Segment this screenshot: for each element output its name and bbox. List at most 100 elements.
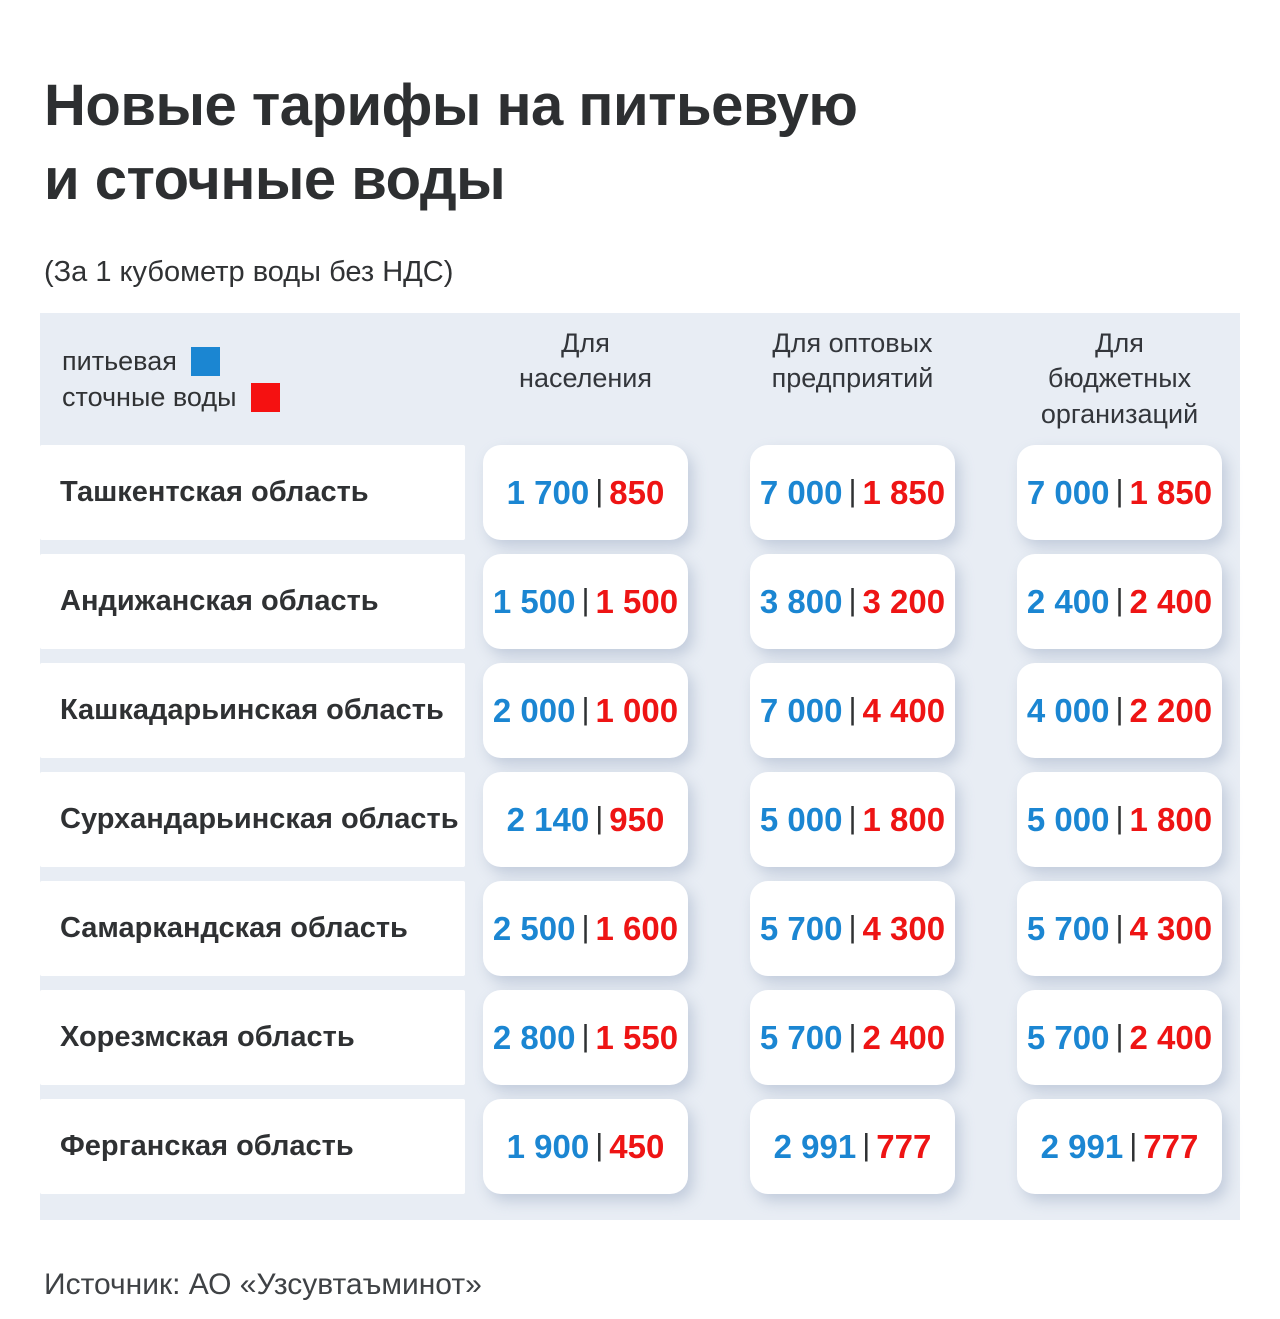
tariff-card-population: 2 000 | 1 000 — [483, 663, 688, 759]
tariff-card-population: 2 140 | 950 — [483, 772, 688, 868]
value-separator: | — [1115, 908, 1124, 944]
column-header-budget: Для бюджетных организаций — [1017, 326, 1222, 433]
column-header-line: Для — [561, 327, 610, 358]
column-header-line: предприятий — [771, 363, 934, 394]
drinking-water-value: 1 700 — [506, 473, 590, 511]
drinking-water-value: 5 700 — [759, 909, 843, 947]
waste-water-value: 2 400 — [1129, 582, 1213, 620]
waste-water-value: 850 — [609, 473, 665, 511]
drinking-water-value: 7 000 — [759, 473, 843, 511]
value-separator: | — [862, 1126, 871, 1162]
drinking-water-value: 2 400 — [1026, 582, 1110, 620]
drinking-water-value: 2 500 — [492, 909, 576, 947]
value-separator: | — [1115, 472, 1124, 508]
waste-water-value: 1 800 — [862, 800, 946, 838]
value-separator: | — [848, 690, 857, 726]
column-header-line: Для оптовых — [772, 327, 933, 358]
region-cell: Хорезмская область — [40, 990, 465, 1086]
waste-water-value: 1 850 — [862, 473, 946, 511]
tariff-card-wholesale: 5 700 | 4 300 — [750, 881, 955, 977]
drinking-water-value: 5 700 — [759, 1018, 843, 1056]
tariff-card-wholesale: 5 000 | 1 800 — [750, 772, 955, 868]
tariff-card-budget: 2 400 | 2 400 — [1017, 554, 1222, 650]
tariff-card-population: 1 900 | 450 — [483, 1099, 688, 1195]
value-separator: | — [848, 581, 857, 617]
table-row: Ташкентская область 1 700 | 850 7 000 | 1 850 7… — [40, 445, 1240, 541]
column-header-wholesale: Для оптовых предприятий — [750, 326, 955, 433]
tariff-card-wholesale: 3 800 | 3 200 — [750, 554, 955, 650]
legend-item-drinking: питьевая — [62, 346, 483, 377]
value-separator: | — [581, 908, 590, 944]
drinking-water-value: 2 991 — [1040, 1127, 1124, 1165]
waste-water-value: 2 200 — [1129, 691, 1213, 729]
waste-water-value: 450 — [609, 1127, 665, 1165]
value-separator: | — [581, 690, 590, 726]
waste-water-value: 1 550 — [595, 1018, 679, 1056]
region-cell: Сурхандарьинская область — [40, 772, 465, 868]
tariff-card-population: 2 500 | 1 600 — [483, 881, 688, 977]
region-cell: Кашкадарьинская область — [40, 663, 465, 759]
waste-water-value: 1 800 — [1129, 800, 1213, 838]
region-cell: Ташкентская область — [40, 445, 465, 541]
waste-water-value: 2 400 — [1129, 1018, 1213, 1056]
value-separator: | — [581, 581, 590, 617]
tariff-card-budget: 4 000 | 2 200 — [1017, 663, 1222, 759]
drinking-water-value: 2 000 — [492, 691, 576, 729]
page-title-line2: и сточные воды — [44, 147, 506, 213]
value-separator: | — [1129, 1126, 1138, 1162]
tariff-table: питьевая сточные воды Для населения Для оп… — [40, 313, 1240, 1221]
drinking-water-value: 2 800 — [492, 1018, 576, 1056]
page-title-line1: Новые тарифы на питьевую — [44, 72, 858, 138]
table-header: питьевая сточные воды Для населения Для оп… — [40, 313, 1240, 445]
tariff-card-wholesale: 5 700 | 2 400 — [750, 990, 955, 1086]
value-separator: | — [1115, 690, 1124, 726]
tariff-card-wholesale: 7 000 | 1 850 — [750, 445, 955, 541]
waste-water-value: 777 — [1143, 1127, 1199, 1165]
legend-label-drinking: питьевая — [62, 345, 177, 376]
tariff-card-wholesale: 7 000 | 4 400 — [750, 663, 955, 759]
tariff-card-budget: 5 700 | 4 300 — [1017, 881, 1222, 977]
tariff-card-population: 1 500 | 1 500 — [483, 554, 688, 650]
drinking-water-value: 7 000 — [1026, 473, 1110, 511]
waste-water-value: 1 000 — [595, 691, 679, 729]
legend: питьевая сточные воды — [40, 341, 483, 418]
drinking-water-value: 2 991 — [773, 1127, 857, 1165]
waste-water-value: 3 200 — [862, 582, 946, 620]
drinking-water-value: 7 000 — [759, 691, 843, 729]
drinking-water-value: 1 500 — [492, 582, 576, 620]
table-row: Андижанская область 1 500 | 1 500 3 800 | 3 20… — [40, 554, 1240, 650]
waste-water-value: 777 — [876, 1127, 932, 1165]
waste-water-value: 1 600 — [595, 909, 679, 947]
drinking-water-value: 5 000 — [759, 800, 843, 838]
value-separator: | — [595, 1126, 604, 1162]
drinking-water-swatch — [190, 346, 220, 376]
waste-water-value: 4 400 — [862, 691, 946, 729]
waste-water-value: 4 300 — [862, 909, 946, 947]
region-cell: Ферганская область — [40, 1099, 465, 1195]
page-subtitle: (За 1 кубометр воды без НДС) — [44, 256, 454, 289]
value-separator: | — [595, 472, 604, 508]
drinking-water-value: 5 700 — [1026, 909, 1110, 947]
infographic: Новые тарифы на питьевую и сточные воды (… — [0, 39, 1280, 1302]
waste-water-value: 4 300 — [1129, 909, 1213, 947]
value-separator: | — [581, 1017, 590, 1053]
value-separator: | — [1115, 1017, 1124, 1053]
tariff-card-wholesale: 2 991 | 777 — [750, 1099, 955, 1195]
drinking-water-value: 1 900 — [506, 1127, 590, 1165]
column-header-population: Для населения — [483, 326, 688, 433]
column-headers: Для населения Для оптовых предприятий Для бюд… — [483, 326, 1222, 433]
drinking-water-value: 2 140 — [506, 800, 590, 838]
waste-water-value: 950 — [609, 800, 665, 838]
region-cell: Самаркандская область — [40, 881, 465, 977]
drinking-water-value: 5 700 — [1026, 1018, 1110, 1056]
legend-label-waste: сточные воды — [62, 381, 237, 412]
value-separator: | — [595, 799, 604, 835]
column-header-line: организаций — [1040, 399, 1199, 429]
region-cell: Андижанская область — [40, 554, 465, 650]
drinking-water-value: 4 000 — [1026, 691, 1110, 729]
tariff-card-budget: 2 991 | 777 — [1017, 1099, 1222, 1195]
page-title: Новые тарифы на питьевую и сточные воды — [0, 39, 1280, 217]
tariff-card-budget: 5 000 | 1 800 — [1017, 772, 1222, 868]
tariff-card-budget: 7 000 | 1 850 — [1017, 445, 1222, 541]
column-header-line: Для — [1095, 327, 1144, 358]
